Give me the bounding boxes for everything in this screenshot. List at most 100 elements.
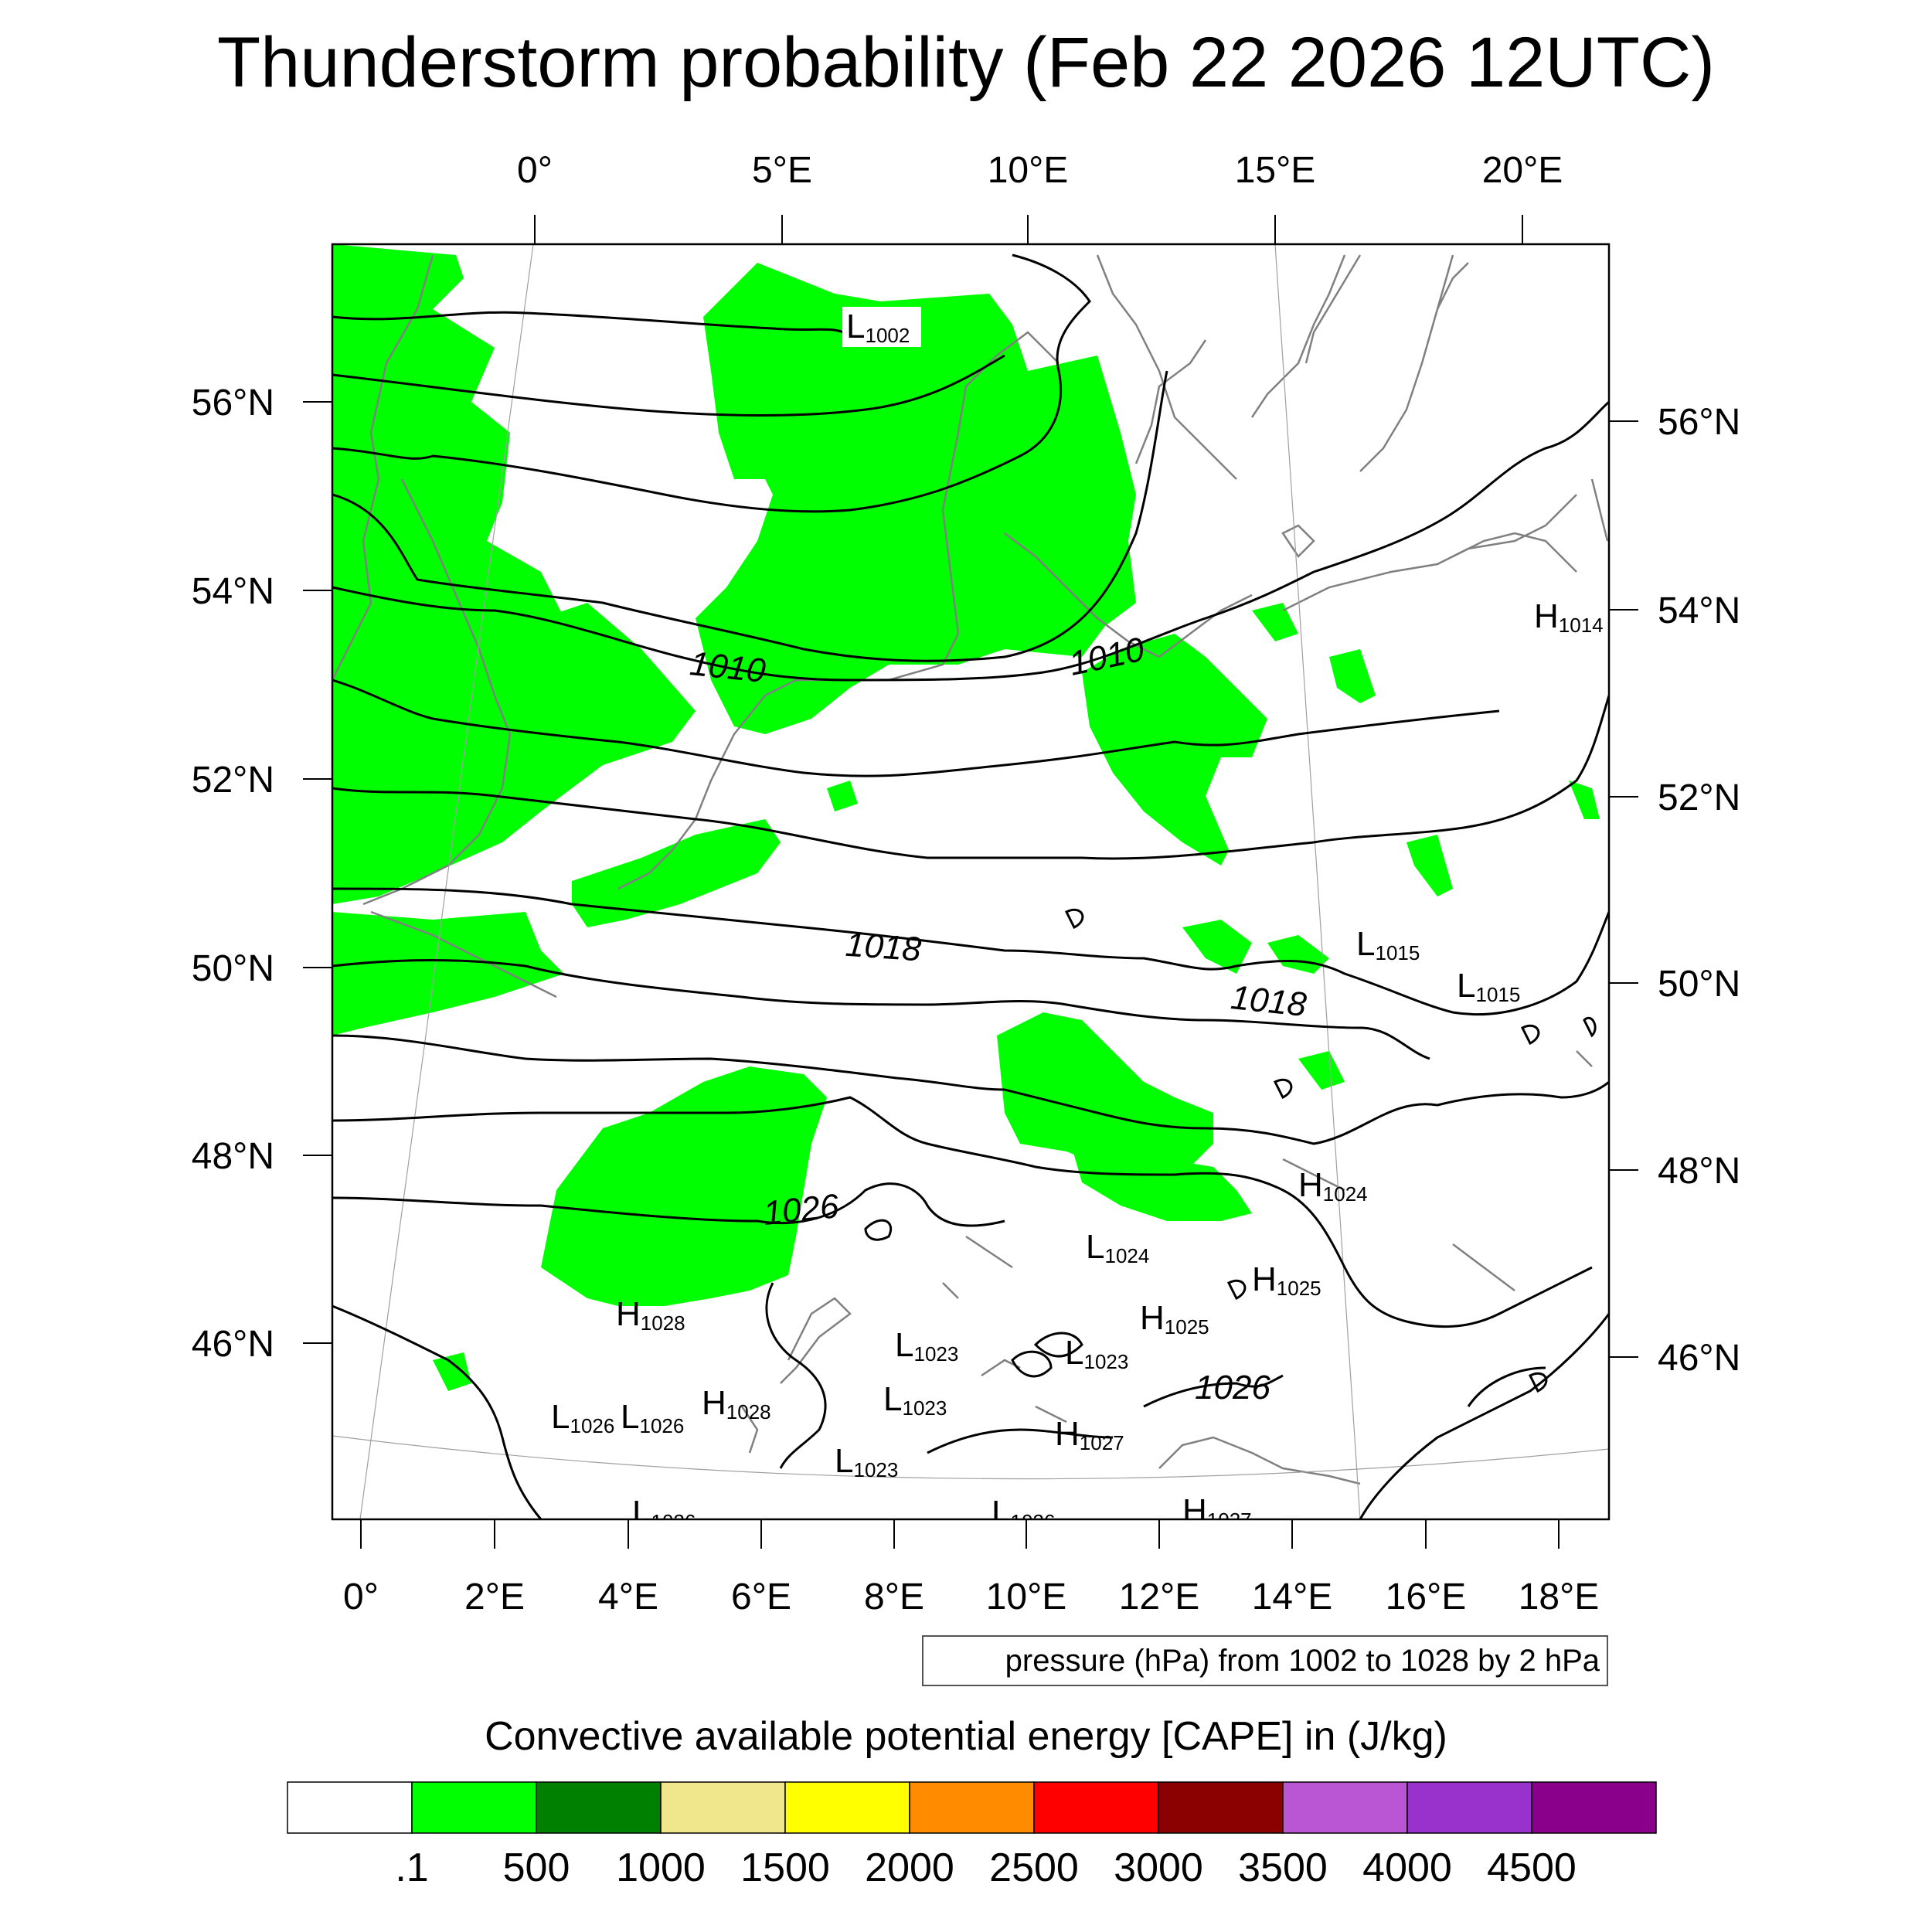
isobar-label-1010-west: 1010 — [688, 645, 767, 690]
right-lat-label: 54°N — [1658, 590, 1740, 631]
bottom-lon-label: 18°E — [1519, 1577, 1600, 1617]
bottom-lon-label: 16°E — [1386, 1577, 1467, 1617]
colorbar-label: .1 — [395, 1845, 428, 1890]
pressure-center: H1024 — [1298, 1166, 1368, 1206]
pressure-center: H1027 — [1055, 1415, 1124, 1454]
colorbar-swatch — [1158, 1781, 1284, 1834]
cape-region-sw-small — [433, 1352, 471, 1391]
cape-region-east-small5 — [1569, 781, 1600, 819]
top-lon-label: 0° — [517, 150, 553, 191]
left-lat-label: 50°N — [192, 948, 274, 989]
cape-region-west-south — [332, 912, 564, 1036]
isobar-label-1026-west: 1026 — [761, 1187, 841, 1233]
pressure-center: L1015 — [1356, 925, 1420, 964]
colorbar-label: 2500 — [989, 1845, 1079, 1890]
left-latitude-axis: 56°N 54°N 52°N 50°N 48°N 46°N — [192, 383, 332, 1365]
top-lon-label: 15°E — [1235, 150, 1316, 191]
top-longitude-axis: 0° 5°E 10°E 15°E 20°E — [517, 150, 1563, 244]
colorbar-swatch — [287, 1781, 413, 1834]
colorbar-swatch — [909, 1781, 1035, 1834]
cape-region-denmark — [943, 355, 1128, 649]
pressure-center: L1002 — [846, 308, 910, 347]
cape-region-east-small4 — [1406, 835, 1453, 896]
pressure-center: L1024 — [1086, 1228, 1149, 1267]
colorbar-label: 1000 — [616, 1845, 706, 1890]
pressure-center: L1015 — [1457, 967, 1520, 1006]
colorbar-label: 3000 — [1114, 1845, 1203, 1890]
top-lon-label: 10°E — [988, 150, 1069, 191]
bottom-lon-label: 8°E — [864, 1577, 924, 1617]
colorbar-swatch — [784, 1781, 910, 1834]
graticule — [332, 244, 1609, 1519]
pressure-info-text: pressure (hPa) from 1002 to 1028 by 2 hP… — [1005, 1644, 1600, 1678]
colorbar-label: 500 — [503, 1845, 570, 1890]
bottom-lon-label: 10°E — [986, 1577, 1067, 1617]
pressure-center: L1026 — [551, 1398, 614, 1437]
colorbar-swatch — [1282, 1781, 1408, 1834]
map-title: Thunderstorm probability (Feb 22 2026 12… — [217, 23, 1715, 102]
bottom-lon-label: 4°E — [598, 1577, 658, 1617]
cape-region-east-poland — [1329, 649, 1376, 703]
colorbar-label: 1500 — [740, 1845, 830, 1890]
pressure-center: H1027 — [1182, 1492, 1252, 1532]
plot-frame — [331, 243, 1611, 1521]
pressure-center: L1023 — [895, 1326, 958, 1366]
top-lon-label: 20°E — [1482, 150, 1563, 191]
right-lat-label: 56°N — [1658, 402, 1740, 443]
colorbar-label: 4000 — [1362, 1845, 1452, 1890]
pressure-center: H1025 — [1252, 1260, 1321, 1300]
pressure-center: L1023 — [1065, 1334, 1128, 1373]
isobar-label-1018-center: 1018 — [844, 926, 923, 969]
colorbar-swatch — [660, 1781, 786, 1834]
left-lat-label: 52°N — [192, 760, 274, 801]
right-lat-label: 52°N — [1658, 777, 1740, 818]
pressure-centers: L1002 H1014 L1015 L1015 H1024 L1024 H102… — [551, 307, 1604, 1533]
colorbar-label: 4500 — [1487, 1845, 1577, 1890]
coastlines — [332, 254, 1609, 1485]
cape-fill — [332, 244, 1600, 1391]
colorbar-swatch — [411, 1781, 537, 1834]
bottom-lon-label: 0° — [343, 1577, 379, 1617]
cape-region-baltic-small — [1252, 603, 1298, 641]
left-lat-label: 54°N — [192, 571, 274, 612]
right-lat-label: 50°N — [1658, 964, 1740, 1005]
pressure-center: L1023 — [883, 1380, 947, 1420]
cape-region-east-small1 — [1182, 920, 1252, 974]
pressure-center: L1023 — [835, 1442, 898, 1481]
pressure-center: H1028 — [616, 1295, 685, 1335]
cape-region-lowcountry-small — [827, 781, 858, 811]
right-lat-label: 46°N — [1658, 1338, 1740, 1379]
pressure-center: H1025 — [1140, 1299, 1209, 1338]
colorbar-swatch — [1406, 1781, 1532, 1834]
colorbar-swatch — [1531, 1781, 1657, 1834]
isobar-label-1026-south: 1026 — [1195, 1369, 1270, 1406]
pressure-center: L1026 — [621, 1398, 684, 1437]
right-latitude-axis: 56°N 54°N 52°N 50°N 48°N 46°N — [1609, 402, 1740, 1379]
colorbar-label: 3500 — [1238, 1845, 1328, 1890]
pressure-center: H1028 — [702, 1384, 771, 1423]
isobar-label-1018-east: 1018 — [1229, 978, 1308, 1024]
bottom-longitude-axis: 0° 2°E 4°E 6°E 8°E 10°E 12°E 14°E 16°E 1… — [343, 1519, 1599, 1617]
colorbar: .1 500 1000 1500 2000 2500 3000 3500 4000 4500 — [287, 1781, 1657, 1890]
left-lat-label: 46°N — [192, 1324, 274, 1365]
colorbar-swatch — [536, 1781, 662, 1834]
right-lat-label: 48°N — [1658, 1151, 1740, 1192]
left-lat-label: 56°N — [192, 383, 274, 423]
cape-region-east-small2 — [1267, 935, 1329, 974]
colorbar-title: Convective available potential energy [C… — [485, 1714, 1447, 1759]
pressure-center: L1026 — [632, 1494, 696, 1533]
cape-region-west-mid — [332, 587, 696, 904]
pressure-center: H1014 — [1534, 597, 1604, 637]
cape-region-poland-band — [1082, 634, 1267, 866]
top-lon-label: 5°E — [752, 150, 812, 191]
bottom-lon-label: 2°E — [464, 1577, 525, 1617]
cape-region-benelux — [572, 819, 781, 927]
bottom-lon-label: 12°E — [1119, 1577, 1200, 1617]
cape-region-france-east — [541, 1066, 827, 1306]
cape-region-germany-south — [997, 1012, 1213, 1175]
colorbar-swatch — [1033, 1781, 1159, 1834]
bottom-lon-label: 6°E — [731, 1577, 791, 1617]
plot-area: 1010 1010 1018 1018 1026 1026 L1002 H101… — [332, 244, 1609, 1533]
isobars — [332, 253, 1609, 1519]
colorbar-label: 2000 — [865, 1845, 954, 1890]
